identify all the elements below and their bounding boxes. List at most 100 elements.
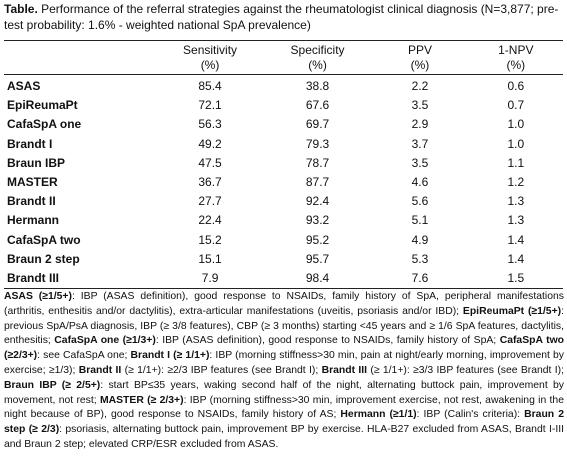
table-cell: 0.6 (507, 79, 525, 94)
table-cell: 4.9 (411, 232, 429, 247)
table-cell: 5.3 (411, 251, 429, 266)
footnote-term: CafaSpA one (≥1/3+) (54, 335, 156, 347)
table-cell: 15.2 (198, 232, 222, 247)
unit-ppv: (%) (371, 58, 469, 75)
table-cell: 92.4 (305, 194, 330, 209)
table-cell: 0.7 (507, 98, 525, 113)
unit-specificity: (%) (263, 58, 372, 75)
table-cell: 36.7 (198, 175, 222, 190)
caption-text: Performance of the referral strategies a… (4, 2, 559, 32)
table-cell: 95.2 (305, 232, 330, 247)
table-cell: 1.3 (507, 194, 525, 209)
row-label: CafaSpA one (7, 117, 82, 132)
table-cell: 69.7 (305, 117, 330, 132)
footnote-term: Brandt III (321, 364, 368, 376)
unit-1-npv: (%) (468, 58, 563, 75)
footnote-term: Brandt I (≥ 1/1+) (130, 350, 210, 362)
footnote-text: : psoriasis, alternating buttock pain, i… (4, 424, 564, 450)
footnote-term: Brandt II (78, 364, 122, 376)
footnote-term: Braun 2 step (≥ 2/3) (4, 409, 564, 436)
table-cell: 49.2 (198, 136, 222, 151)
footnote-text: : IBP (ASAS definition), good response t… (155, 335, 500, 347)
table-cell: 7.9 (156, 268, 264, 290)
table-cell: 2.2 (411, 79, 429, 94)
unit-sensitivity: (%) (156, 58, 264, 75)
table-cell: 1.3 (507, 213, 525, 228)
caption-label: Table. (4, 2, 38, 16)
table-row: CafaSpA two 15.2 95.2 4.9 1.4 (4, 231, 563, 250)
table-cell: 5.1 (411, 213, 429, 228)
table-row: CafaSpA one 56.3 69.7 2.9 1.0 (4, 115, 563, 134)
header-row: Sensitivity Specificity PPV 1-NPV (4, 40, 563, 58)
table-cell: 79.3 (305, 136, 330, 151)
table-row: ASAS 85.4 38.8 2.2 0.6 (4, 75, 563, 97)
table-cell: 1.5 (468, 268, 563, 290)
table-cell: 2.9 (411, 117, 429, 132)
footnote-term: CafaSpA two (≥2/3+) (4, 335, 564, 362)
footnote-text: : see CafaSpA one; (37, 350, 131, 362)
header-corner (4, 40, 157, 58)
performance-table: Sensitivity Specificity PPV 1-NPV (%) (%… (4, 40, 563, 290)
footnote-text: : start BP≤35 years, waking second half … (4, 379, 564, 406)
row-label: EpiReumaPt (7, 98, 78, 113)
table-cell: 27.7 (198, 194, 222, 209)
footnote-term: ASAS (≥1/5+) (4, 291, 72, 302)
row-label: Hermann (7, 213, 60, 228)
table-cell: 85.4 (198, 79, 222, 94)
row-label: MASTER (7, 175, 58, 190)
table-row: Brandt II 27.7 92.4 5.6 1.3 (4, 192, 563, 211)
table-cell: 47.5 (198, 155, 222, 170)
footnote-term: Hermann (≥1/1) (340, 409, 417, 421)
footnote-text: : IBP (Calin's criteria): (416, 409, 525, 421)
header-1-npv: 1-NPV (468, 40, 563, 58)
row-label: CafaSpA two (7, 232, 81, 247)
table-cell: 56.3 (198, 117, 222, 132)
table-row: MASTER 36.7 87.7 4.6 1.2 (4, 173, 563, 192)
row-label: Brandt II (7, 194, 56, 209)
table-cell: 95.7 (305, 251, 330, 266)
table-caption: Table. Performance of the referral strat… (4, 1, 563, 33)
footnote-text: : IBP (ASAS definition), good response t… (4, 291, 564, 317)
header-sensitivity: Sensitivity (156, 40, 264, 58)
table-cell: 1.0 (507, 117, 525, 132)
table-cell: 3.7 (411, 136, 429, 151)
table-cell: 1.0 (507, 136, 525, 151)
table-row: Brandt III 7.9 98.4 7.6 1.5 (4, 268, 563, 290)
footnote-term: Braun IBP (≥ 2/5+) (4, 379, 101, 391)
table-cell: 7.6 (371, 268, 469, 290)
table-cell: 1.2 (507, 175, 525, 190)
header-unit-row: (%) (%) (%) (%) (4, 58, 563, 75)
table-cell: 78.7 (305, 155, 330, 170)
table-cell: 67.6 (305, 98, 330, 113)
table-cell: 38.8 (305, 79, 330, 94)
table-footnote: ASAS (≥1/5+): IBP (ASAS definition), goo… (4, 290, 564, 453)
footnote-text: : IBP (morning stiffness>30 min, pain at… (4, 350, 565, 376)
table-cell: 3.5 (411, 155, 429, 170)
footnote-term: EpiReumaPt (≥1/5+) (462, 305, 562, 317)
table-row: Brandt I 49.2 79.3 3.7 1.0 (4, 135, 563, 154)
table-cell: 93.2 (305, 213, 330, 228)
table-cell: 72.1 (198, 98, 222, 113)
row-label: Braun IBP (7, 155, 66, 170)
table-cell: 1.4 (507, 232, 525, 247)
table-cell: 1.1 (507, 155, 525, 170)
table-cell: 1.4 (507, 251, 525, 266)
footnote-text: : IBP (morning stiffness>30 min, improve… (4, 394, 564, 421)
header-specificity: Specificity (263, 40, 372, 58)
table-body: ASAS 85.4 38.8 2.2 0.6 EpiReumaPt 72.1 67.6 3.5 0… (4, 75, 563, 290)
table-row: Braun 2 step 15.1 95.7 5.3 1.4 (4, 250, 563, 269)
table-cell: 22.4 (198, 213, 222, 228)
footnote-text: (≥ 1/1+): ≥3/3 IBP features (see Brandt … (367, 364, 564, 376)
footnote-text: : previous SpA/PsA diagnosis, IBP (≥ 3/8… (4, 305, 564, 347)
row-label: Brandt III (4, 268, 157, 290)
row-label: ASAS (7, 79, 41, 94)
row-label: Brandt I (7, 136, 53, 151)
table-cell: 98.4 (263, 268, 372, 290)
table-cell: 4.6 (411, 175, 429, 190)
table-row: Hermann 22.4 93.2 5.1 1.3 (4, 211, 563, 230)
header-ppv: PPV (371, 40, 469, 58)
table-row: EpiReumaPt 72.1 67.6 3.5 0.7 (4, 96, 563, 115)
table-cell: 5.6 (411, 194, 429, 209)
table-cell: 15.1 (198, 251, 222, 266)
footnote-term: MASTER (≥ 2/3+) (99, 394, 184, 406)
